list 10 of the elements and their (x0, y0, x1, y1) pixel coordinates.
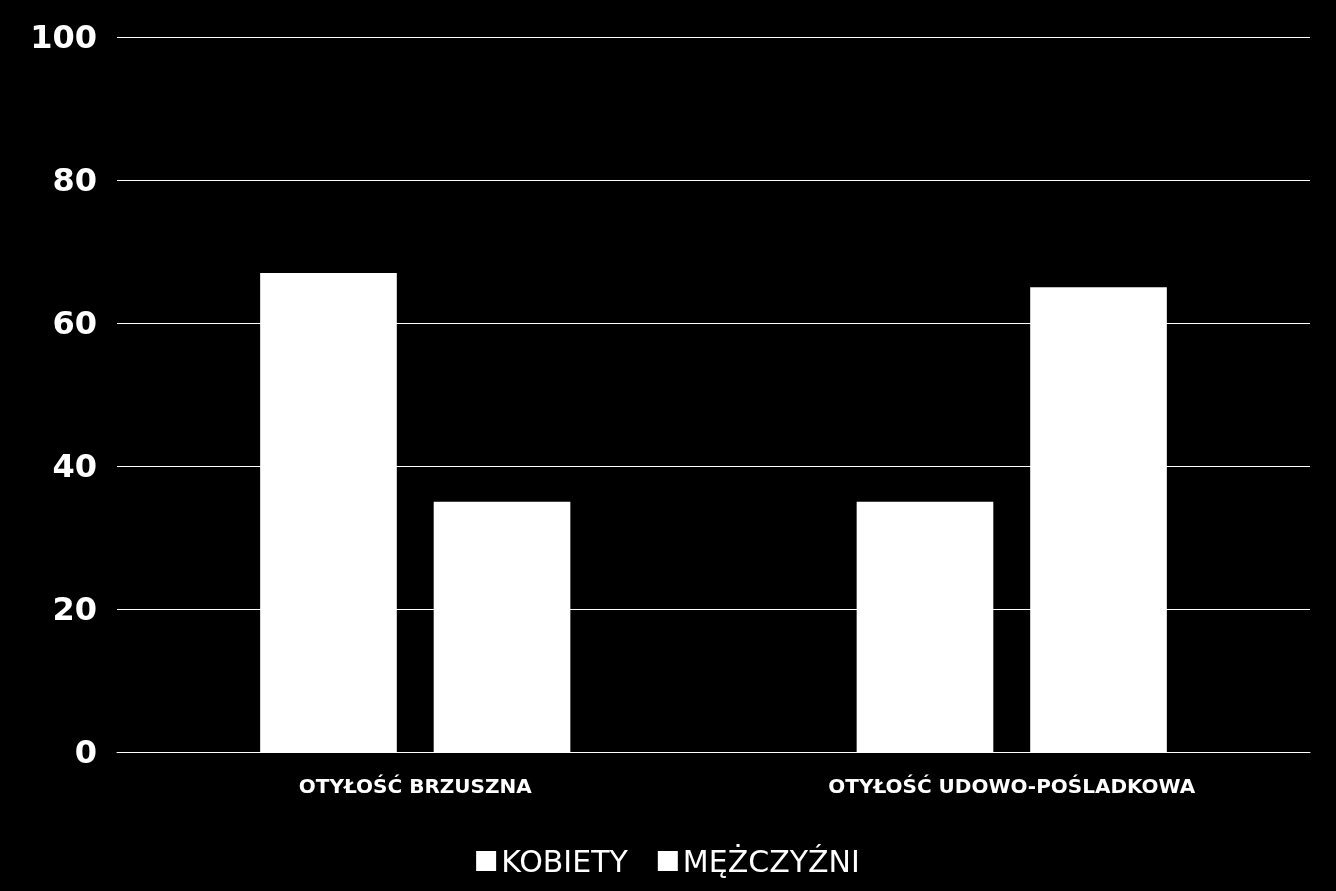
y-tick-label: 60 (52, 304, 97, 342)
y-tick-label: 100 (30, 18, 97, 56)
y-tick-label: 80 (52, 161, 97, 199)
x-tick-label: OTYŁOŚĆ UDOWO-POŚLADKOWA (828, 774, 1196, 798)
x-tick-label: OTYŁOŚĆ BRZUSZNA (298, 774, 533, 798)
y-tick-label: 40 (52, 447, 97, 485)
y-tick-label: 0 (74, 733, 97, 771)
legend-label: MĘŻCZYŹNI (682, 843, 860, 879)
y-tick-label: 20 (52, 590, 97, 628)
legend-label: KOBIETY (501, 843, 629, 879)
